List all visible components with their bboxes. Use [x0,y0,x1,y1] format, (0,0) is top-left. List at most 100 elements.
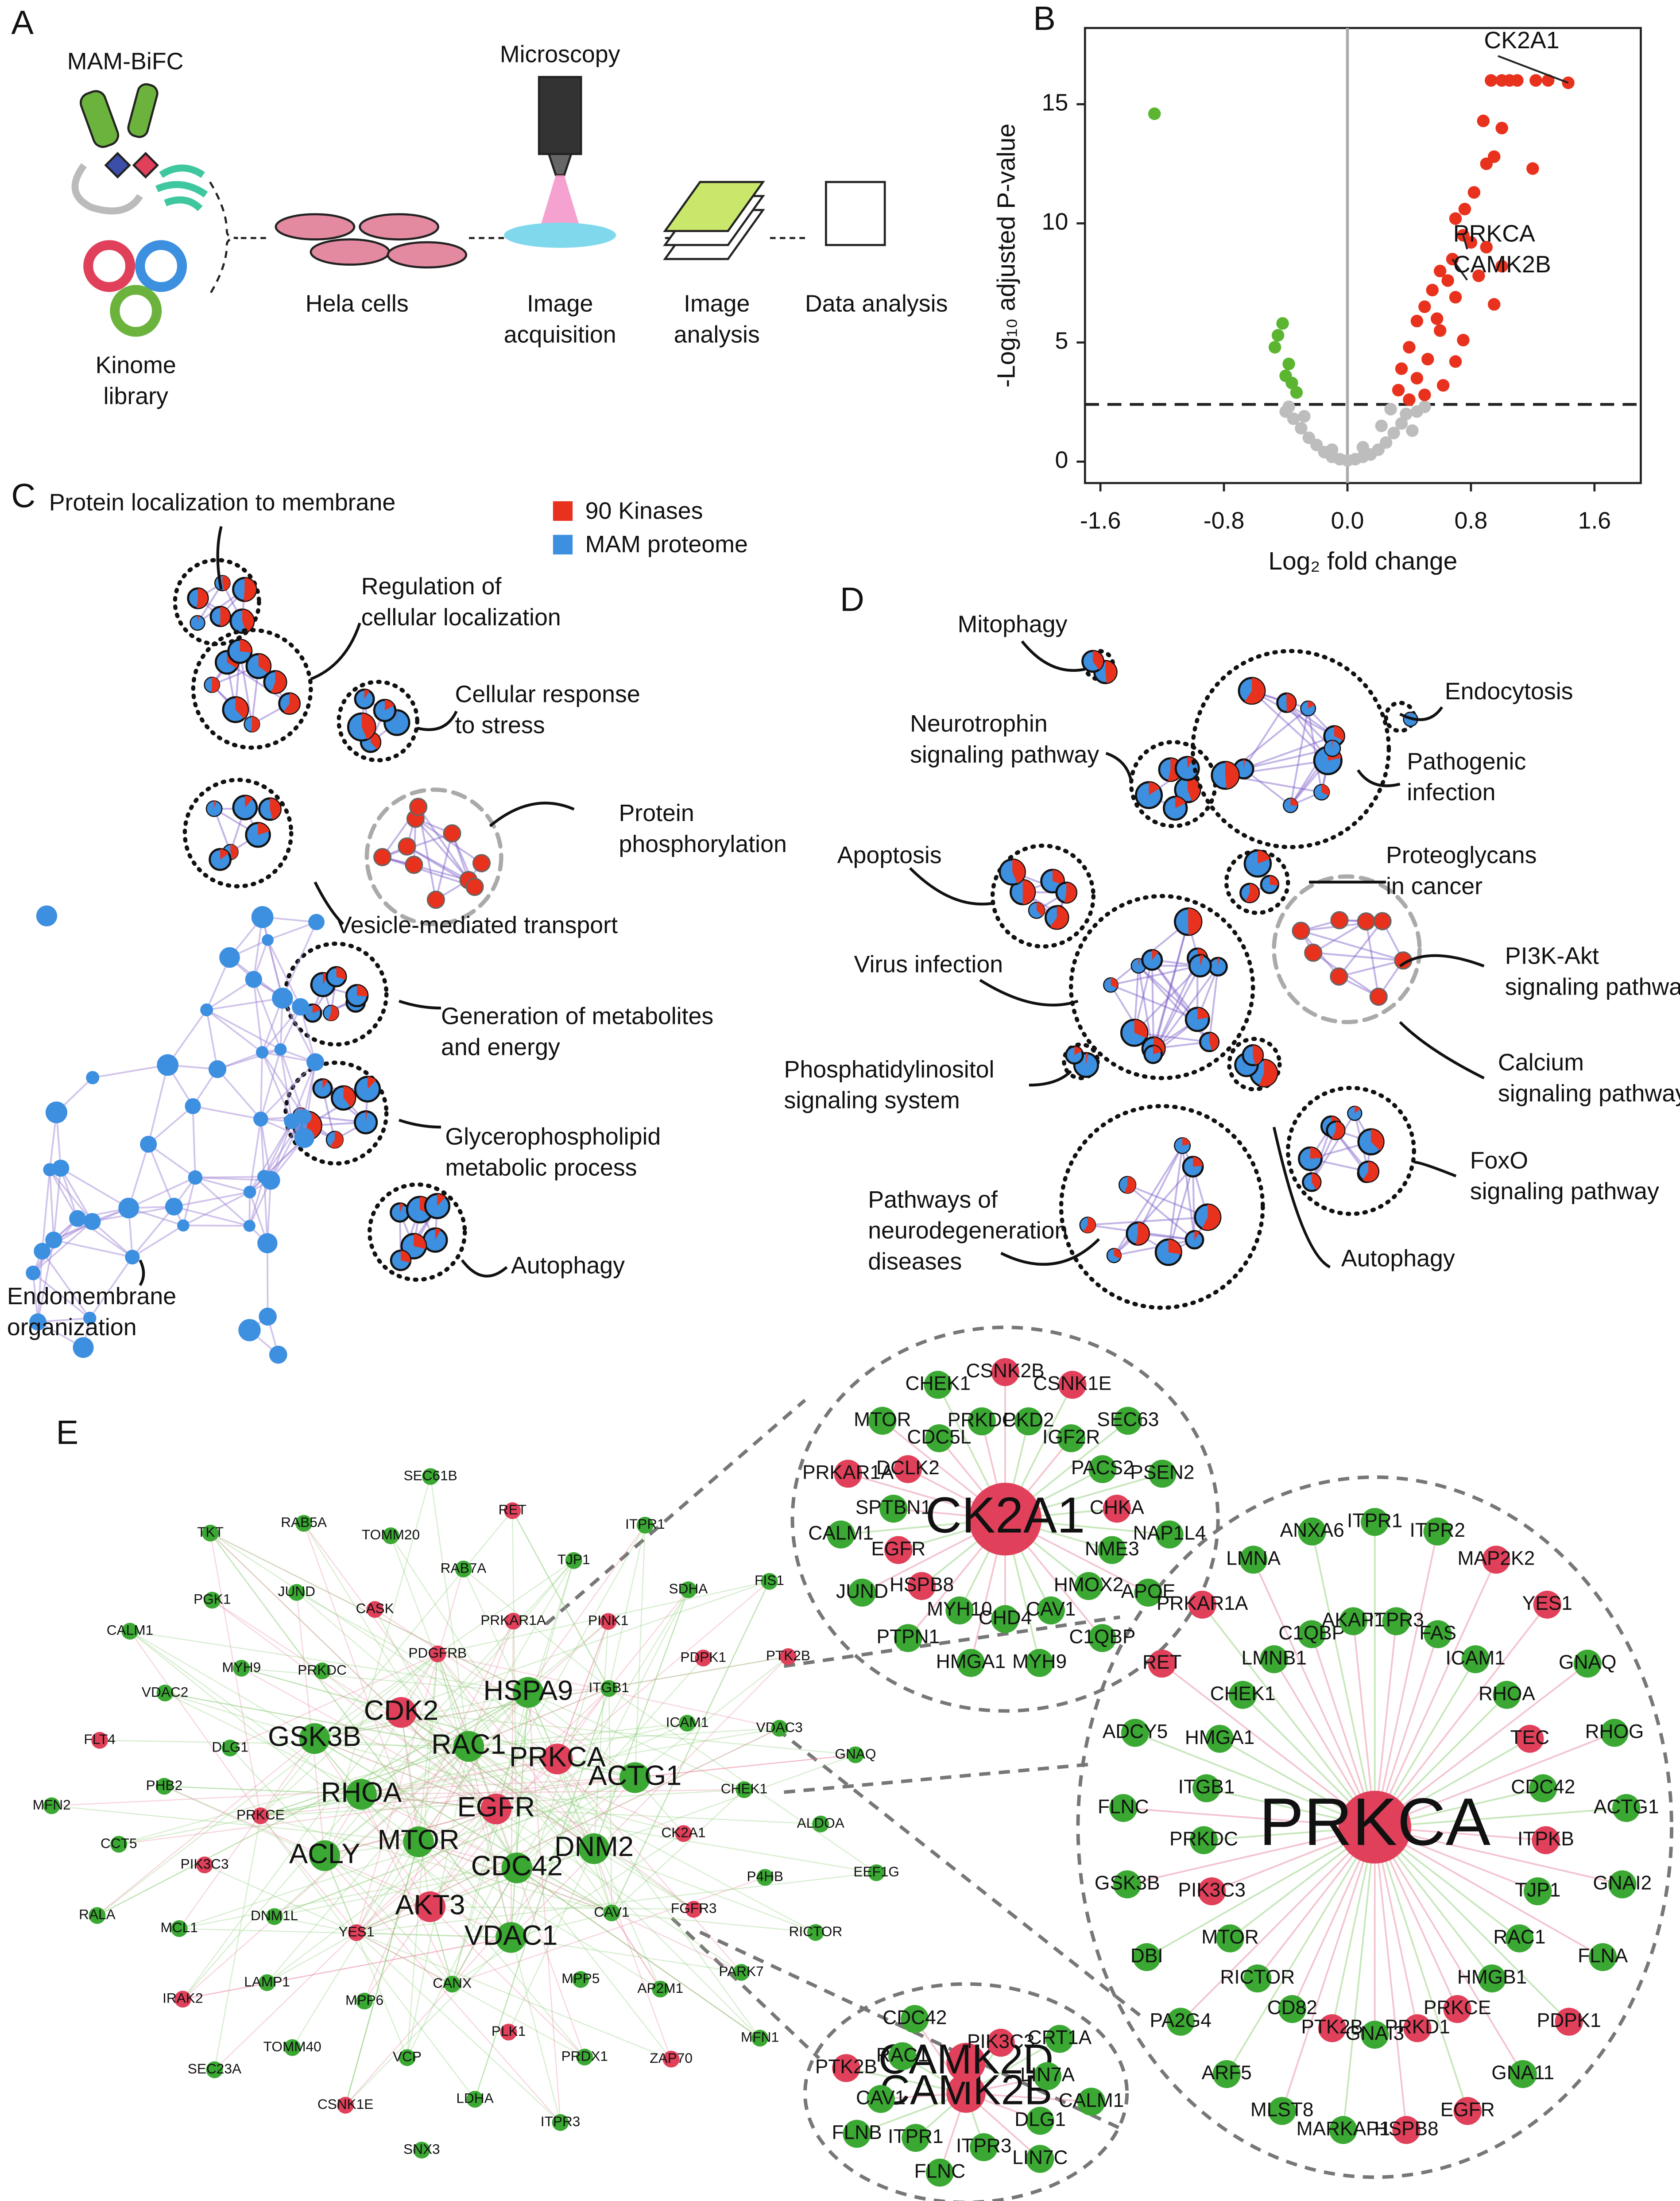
node-label: LIN7C [1012,2147,1068,2169]
edge [437,1654,561,2123]
node [272,988,293,1009]
annotation: CK2A1 [1484,27,1559,54]
node-wedge [437,1194,445,1206]
node-label: CDC42 [1511,1776,1575,1798]
cluster-outline [990,843,1095,949]
edge [241,1667,528,1693]
edge [512,1510,610,1689]
node [1509,2060,1537,2089]
edge [259,1049,282,1120]
node [251,906,274,928]
edge [510,1692,529,1938]
node-label: CRT1A [1028,2027,1092,2049]
edge [314,1738,557,1760]
edge [38,1317,90,1323]
edge [495,1722,688,1810]
node [771,1720,788,1737]
edge [510,1692,529,1938]
bifc-tag [104,151,131,179]
node-wedge [1286,694,1296,712]
node [269,1345,287,1364]
node-label: PDPK1 [680,1649,726,1665]
edge [260,1653,438,1817]
node-wedge [220,607,230,626]
panel-label: D [840,581,864,619]
node [812,1815,829,1833]
edge [1374,1732,1615,1828]
node [309,1840,341,1872]
node [1297,1620,1326,1648]
edge [1110,984,1198,1020]
cluster-label: Pathogenic [1407,748,1526,775]
node [1088,1455,1117,1484]
node [156,1684,174,1701]
edge [267,1808,497,1984]
edge [37,1240,55,1322]
edge [512,1510,610,1689]
node [572,1971,589,1988]
edge [165,1692,612,1914]
node [1304,943,1323,962]
node-label: AP2M1 [637,1980,683,1996]
node-wedge [1187,777,1200,802]
cluster-label: phosphorylation [619,831,786,857]
edge [260,1728,780,1817]
node-label: HMGA1 [1185,1727,1254,1748]
edge [193,1105,261,1120]
node [409,798,428,816]
edge [966,2092,1092,2103]
edge [128,1144,150,1209]
edge [557,1621,609,1759]
node [261,1170,280,1190]
cluster-label: Pathways of [868,1186,998,1213]
edge [1138,965,1198,1020]
edge [356,1848,594,1934]
point [1418,388,1431,401]
edge [1281,1827,1376,2112]
edge [612,1912,816,1933]
node-wedge [1168,1239,1181,1255]
node [1037,1596,1065,1625]
edge [361,1758,557,1795]
node-label: P4HB [747,1868,783,1884]
node [405,856,423,874]
edge [1114,1239,1195,1257]
edge [1374,1604,1548,1828]
node [1141,949,1163,971]
leader [1105,752,1133,782]
edge [418,1841,661,1990]
node [843,2120,871,2148]
edge [1301,930,1404,961]
node-label: RAC1 [876,2044,929,2066]
edge [182,1937,511,2000]
node-label: RICTOR [1220,1966,1295,1988]
edge [510,1656,789,1938]
edge [1252,1559,1376,1828]
edge [361,1560,574,1795]
node-label: PTPN1 [876,1626,940,1648]
edge [210,1532,497,1810]
legend-swatch [553,535,573,554]
node-label: CSNK2B [966,1360,1045,1382]
edge [390,1535,595,1849]
edge [417,806,469,881]
node-label: LDHA [456,2090,494,2106]
cluster-outline [1227,1037,1282,1092]
node-label: RET [1142,1651,1182,1673]
node-label: PGK1 [194,1591,231,1607]
edge [267,921,317,941]
edge [345,1841,419,2106]
node-wedge [1188,908,1202,935]
node-label: ANXA6 [1280,1519,1344,1541]
node [424,1193,451,1220]
node-wedge [1334,726,1344,741]
edge [1113,1145,1183,1256]
node [83,1311,97,1325]
edge [1374,1559,1497,1828]
edge [274,1916,357,1934]
cluster-outline [364,787,503,926]
node [266,1908,283,1925]
node-wedge [1074,1046,1082,1055]
node-wedge [1202,1204,1220,1230]
edge [314,1738,431,1907]
